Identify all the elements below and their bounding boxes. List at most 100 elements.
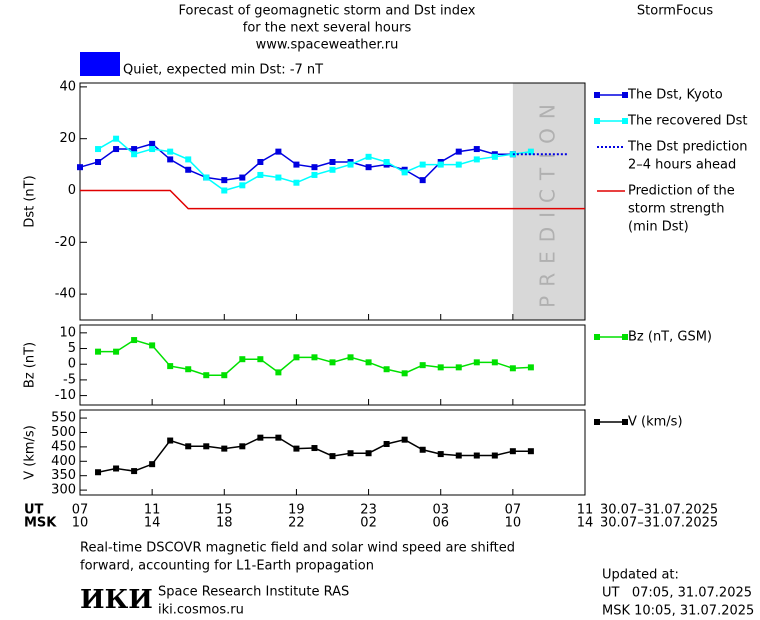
series-marker [149, 461, 156, 468]
series-marker [401, 169, 408, 176]
series-marker [257, 171, 264, 178]
legend-marker [594, 118, 600, 124]
series-marker [491, 452, 498, 459]
legend-label: Prediction of the [628, 184, 735, 199]
series-marker [293, 354, 300, 361]
series-marker [473, 452, 480, 459]
series-marker [437, 364, 444, 371]
series-marker [293, 161, 300, 168]
series-marker [167, 156, 174, 163]
series-marker [509, 448, 516, 455]
y-tick-label: 10 [59, 325, 76, 340]
y-tick-label: 300 [51, 483, 76, 498]
y-tick-label: 40 [59, 79, 76, 94]
series-marker [437, 161, 444, 168]
series-marker [167, 363, 174, 370]
x-tick-label: 23 [360, 503, 377, 518]
x-tick-label: 18 [216, 516, 233, 531]
legend-marker [622, 419, 628, 425]
series-marker [401, 370, 408, 377]
series-marker [365, 164, 372, 171]
series-marker [221, 177, 228, 184]
y-tick-label: 0 [68, 357, 76, 372]
legend-label: storm strength [628, 202, 725, 217]
y-tick-label: 450 [51, 439, 76, 454]
series-marker [437, 451, 444, 458]
legend-label: 2–4 hours ahead [628, 158, 736, 173]
series-marker [221, 187, 228, 194]
series-marker [275, 369, 282, 376]
series-marker [473, 146, 480, 153]
series-line [80, 189, 585, 210]
x-tick-label: 11 [144, 503, 161, 518]
legend-label: The Dst prediction [627, 140, 748, 155]
series-marker [95, 348, 102, 355]
series-marker [329, 159, 336, 165]
series-marker [149, 342, 156, 349]
prediction-shade [512, 83, 585, 320]
y-axis-label: Bz (nT) [23, 342, 38, 388]
x-tick-label: 11 [577, 503, 594, 518]
y-tick-label: -10 [55, 388, 76, 403]
y-tick-label: 400 [51, 454, 76, 469]
series-marker [293, 445, 300, 452]
x-axis-label: MSK [24, 516, 57, 531]
series-marker [239, 356, 246, 363]
brand: StormFocus [637, 4, 713, 19]
x-tick-label: 10 [505, 516, 522, 531]
y-tick-label: 350 [51, 468, 76, 483]
series-marker [149, 140, 156, 147]
series-marker [401, 436, 408, 443]
series-marker [239, 182, 246, 189]
series-marker [527, 364, 534, 371]
series-marker [239, 174, 246, 181]
series-marker [329, 166, 336, 173]
series-marker [203, 372, 210, 379]
series-marker [257, 356, 264, 363]
series-marker [257, 434, 264, 441]
series-marker [293, 179, 300, 186]
y-axis-label: V (km/s) [23, 425, 38, 480]
series-marker [419, 362, 426, 369]
series-marker [185, 166, 192, 173]
footnote: Real-time DSCOVR magnetic field and sola… [80, 541, 515, 556]
x-tick-label: 03 [432, 503, 449, 518]
series-marker [221, 372, 228, 379]
y-tick-label: 500 [51, 425, 76, 440]
legend-label: Bz (nT, GSM) [628, 330, 712, 345]
series-marker [221, 445, 228, 452]
x-tick-label: 10 [72, 516, 89, 531]
legend-label: The recovered Dst [627, 114, 747, 129]
x-tick-label: 15 [216, 503, 233, 518]
updated-msk: MSK 10:05, 31.07.2025 [602, 604, 754, 619]
y-tick-label: 5 [68, 341, 76, 356]
plot-frame [79, 82, 586, 321]
y-axis-label: Dst (nT) [23, 175, 38, 227]
series-marker [365, 153, 372, 160]
series-marker [329, 359, 336, 366]
y-tick-label: -5 [63, 372, 76, 387]
series-marker [473, 359, 480, 366]
series-marker [203, 443, 210, 450]
series-marker [311, 164, 318, 171]
x-tick-label: 19 [288, 503, 305, 518]
series-marker [113, 135, 120, 142]
y-tick-label: 20 [59, 131, 76, 146]
series-marker [527, 148, 534, 155]
series-marker [455, 452, 462, 459]
legend-marker [622, 92, 628, 98]
series-marker [149, 146, 156, 153]
series-marker [455, 364, 462, 371]
series-marker [131, 146, 138, 153]
series-marker [77, 164, 83, 171]
series-marker [311, 171, 318, 178]
legend-marker [594, 334, 600, 340]
series-marker [131, 468, 138, 475]
series-marker [95, 146, 102, 153]
series-marker [365, 450, 372, 457]
institute-name: Space Research Institute RAS [158, 585, 349, 600]
series-marker [491, 153, 498, 160]
y-tick-label: -20 [55, 235, 76, 250]
x-tick-label: 14 [577, 516, 594, 531]
series-marker [473, 156, 480, 163]
